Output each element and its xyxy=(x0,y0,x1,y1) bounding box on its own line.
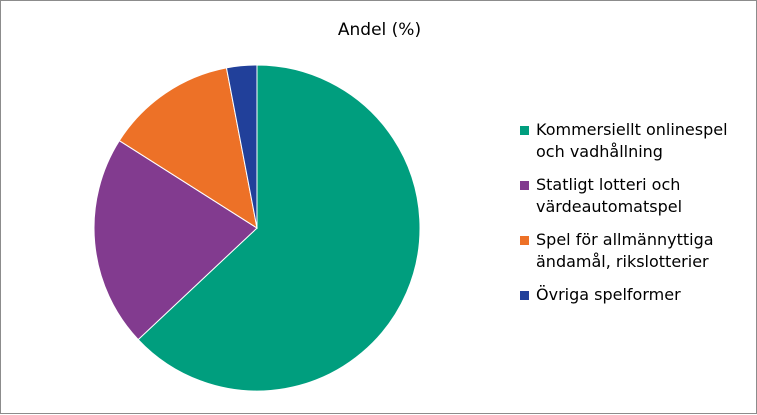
pie-slice-3 xyxy=(118,67,258,230)
legend-label: Kommersiellt onlinespel och vadhållning xyxy=(536,120,728,161)
legend-item-4: Övriga spelformer xyxy=(520,284,756,306)
legend-label: Spel för allmännyttiga ändamål, rikslott… xyxy=(536,230,714,271)
legend: Kommersiellt onlinespel och vadhållning S… xyxy=(520,119,756,317)
legend-label: Övriga spelformer xyxy=(536,285,681,304)
pie-slice-1 xyxy=(137,64,421,392)
legend-swatch xyxy=(520,291,529,300)
legend-swatch xyxy=(520,126,529,135)
pie-slice-4 xyxy=(225,64,258,229)
chart-title: Andel (%) xyxy=(337,20,422,40)
legend-swatch xyxy=(520,181,529,190)
legend-label: Statligt lotteri och värdeautomatspel xyxy=(536,175,683,216)
legend-item-1: Kommersiellt onlinespel och vadhållning xyxy=(520,119,756,163)
legend-item-3: Spel för allmännyttiga ändamål, rikslott… xyxy=(520,229,756,273)
legend-swatch xyxy=(520,236,529,245)
legend-item-2: Statligt lotteri och värdeautomatspel xyxy=(520,174,756,218)
pie-slice-2 xyxy=(93,139,258,341)
